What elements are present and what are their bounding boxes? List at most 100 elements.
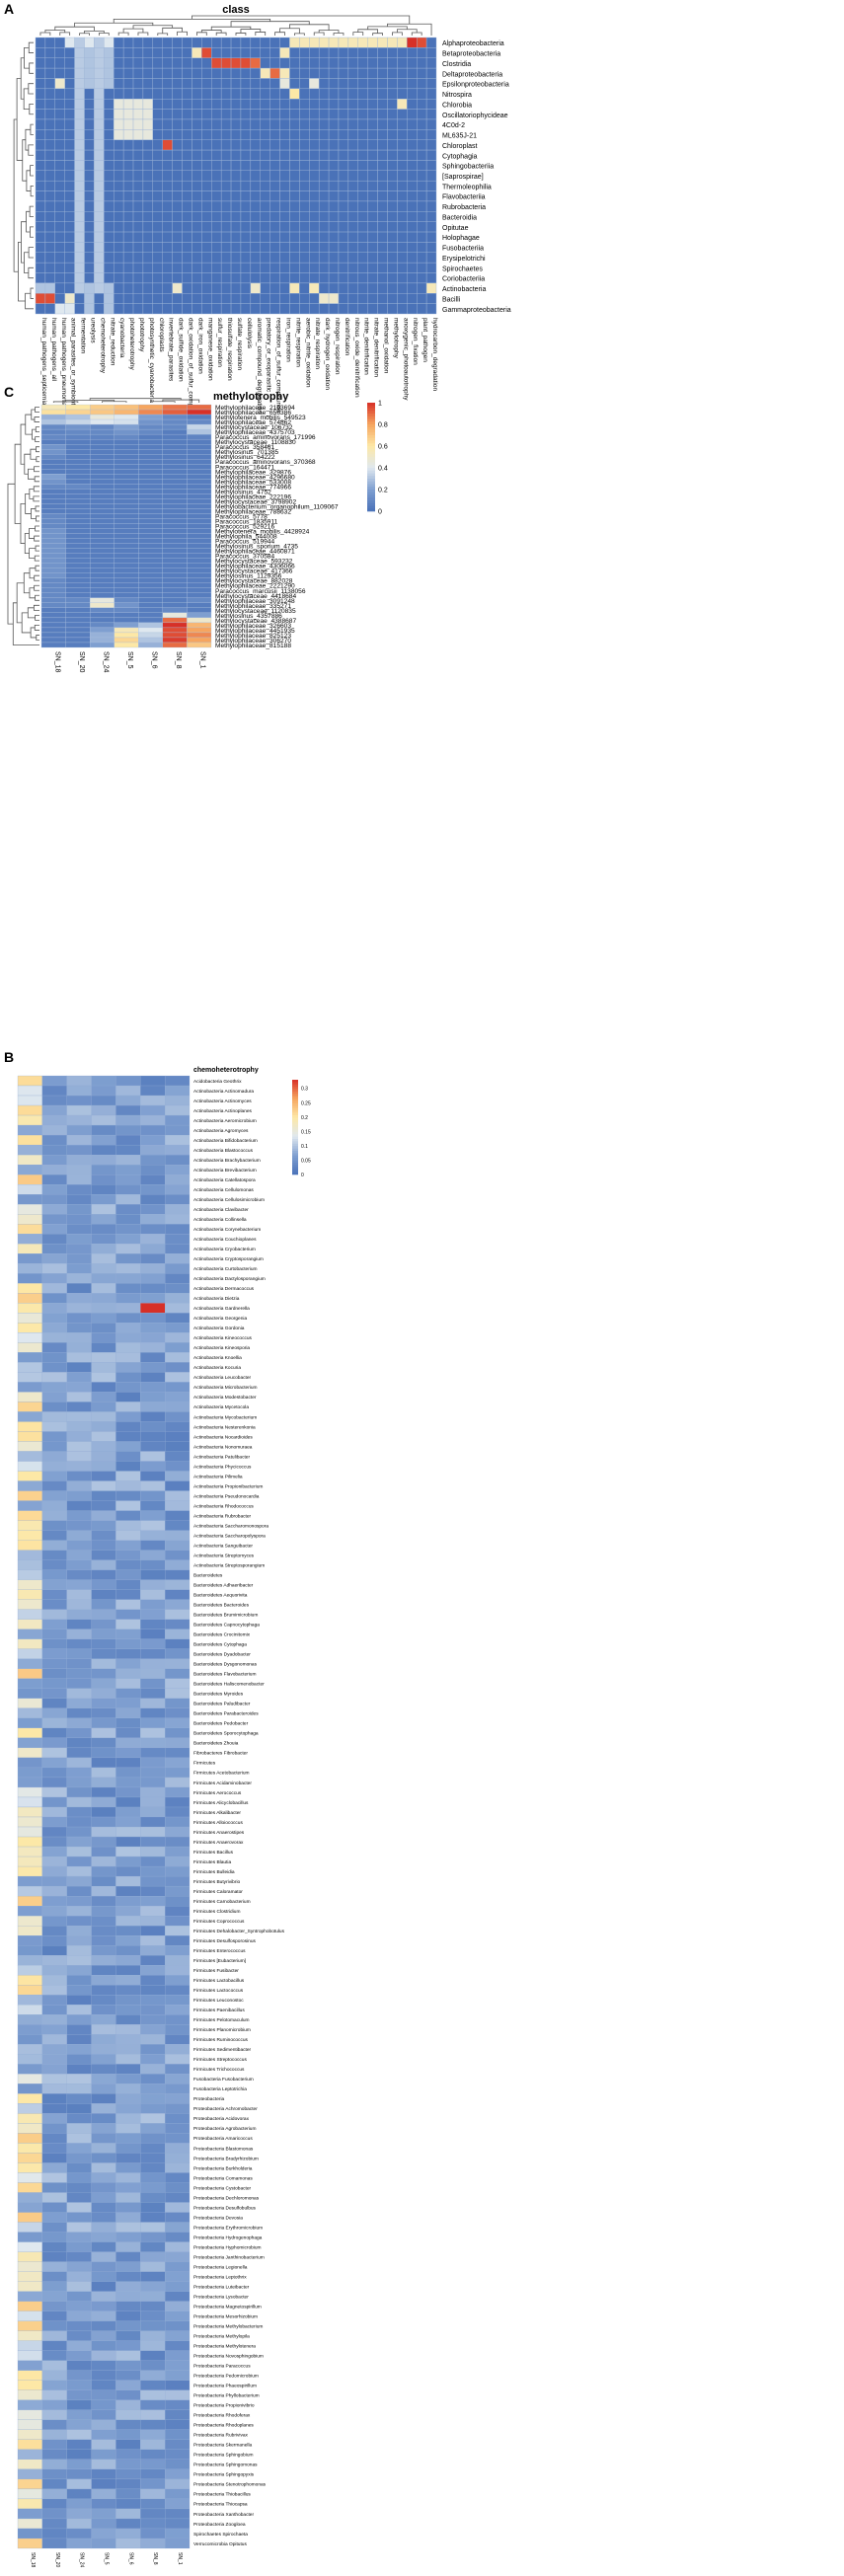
heatmap-cell	[89, 484, 115, 490]
heatmap-cell	[165, 2281, 191, 2292]
heatmap-cell	[115, 2192, 141, 2203]
heatmap-cell	[260, 78, 270, 90]
heatmap-cell	[35, 170, 46, 182]
heatmap-cell	[94, 160, 105, 172]
heatmap-cell	[140, 2123, 166, 2134]
heatmap-cell	[162, 99, 173, 110]
heatmap-cell	[66, 1461, 92, 1472]
heatmap-cell	[387, 139, 398, 151]
heatmap-cell	[407, 262, 418, 273]
row-label: Paracoccus_519944	[215, 539, 274, 546]
colorbar-tick-label: 0.1	[301, 1144, 308, 1150]
row-label: Paracoccus_529216	[215, 524, 274, 531]
row-label: Proteobacteria Hyphomicrobium	[193, 2244, 262, 2250]
dendrogram-branch	[102, 401, 127, 403]
dendrogram-branch	[13, 118, 19, 272]
heatmap-cell	[187, 414, 212, 420]
heatmap-cell	[182, 118, 192, 130]
heatmap-cell	[367, 129, 378, 140]
heatmap-cell	[41, 1717, 67, 1729]
heatmap-cell	[318, 231, 330, 243]
heatmap-cell	[182, 88, 192, 100]
heatmap-cell	[250, 262, 261, 273]
heatmap-cell	[89, 409, 115, 416]
heatmap-cell	[94, 170, 105, 182]
heatmap-cell	[140, 1392, 166, 1402]
heatmap-cell	[17, 1362, 42, 1373]
heatmap-cell	[377, 57, 388, 69]
heatmap-cell	[377, 190, 388, 202]
heatmap-cell	[250, 231, 261, 243]
heatmap-cell	[192, 221, 202, 233]
heatmap-cell	[115, 1510, 141, 1521]
heatmap-cell	[17, 1846, 42, 1857]
heatmap-cell	[140, 1816, 166, 1828]
heatmap-cell	[66, 2488, 92, 2500]
heatmap-cell	[142, 88, 154, 100]
column-label: respiration_of_sulfur_compounds	[275, 318, 282, 414]
heatmap-cell	[172, 200, 183, 212]
heatmap-cell	[17, 1480, 42, 1491]
heatmap-cell	[114, 149, 124, 161]
heatmap-cell	[41, 2528, 67, 2539]
heatmap-cell	[165, 2459, 191, 2470]
heatmap-cell	[115, 1520, 141, 1531]
heatmap-cell	[66, 2202, 92, 2213]
heatmap-cell	[41, 1402, 67, 1412]
heatmap-cell	[387, 88, 398, 100]
heatmap-cell	[347, 242, 358, 253]
heatmap-cell	[74, 303, 85, 315]
colorbar-segment	[292, 1100, 298, 1104]
heatmap-cell	[41, 1569, 67, 1580]
heatmap-cell	[289, 231, 300, 243]
column-label: fermentation	[80, 318, 87, 354]
heatmap-cell	[115, 1144, 141, 1156]
heatmap-cell	[318, 109, 330, 120]
heatmap-cell	[140, 1875, 166, 1887]
heatmap-cell	[115, 1253, 141, 1264]
colorbar-segment	[367, 435, 375, 439]
heatmap-cell	[220, 78, 232, 90]
heatmap-cell	[152, 47, 163, 58]
heatmap-cell	[94, 149, 105, 161]
heatmap-cell	[299, 149, 310, 161]
heatmap-cell	[66, 1382, 92, 1393]
heatmap-cell	[140, 2222, 166, 2233]
heatmap-cell	[338, 149, 349, 161]
heatmap-cell	[17, 2241, 42, 2252]
heatmap-cell	[162, 211, 173, 222]
heatmap-cell	[230, 200, 242, 212]
heatmap-cell	[309, 37, 320, 48]
heatmap-cell	[187, 533, 212, 539]
heatmap-cell	[162, 464, 188, 470]
dendrogram-branch	[34, 584, 39, 591]
colorbar-tick-label: 0.3	[301, 1087, 308, 1093]
heatmap-cell	[66, 1244, 92, 1254]
row-label: Methylocystaceae_882028	[215, 578, 293, 585]
heatmap-cell	[140, 1826, 166, 1838]
heatmap-cell	[140, 2350, 166, 2361]
heatmap-cell	[115, 2360, 141, 2371]
heatmap-cell	[66, 1648, 92, 1659]
heatmap-cell	[41, 2459, 67, 2470]
heatmap-cell	[367, 242, 378, 253]
heatmap-cell	[115, 2133, 141, 2144]
dendrogram-branch	[387, 23, 432, 36]
heatmap-cell	[17, 2044, 42, 2055]
heatmap-cell	[279, 211, 290, 222]
heatmap-cell	[41, 1214, 67, 1225]
heatmap-cell	[347, 99, 358, 110]
colorbar-segment	[367, 418, 375, 422]
heatmap-cell	[74, 149, 85, 161]
heatmap-cell	[41, 1796, 67, 1808]
heatmap-cell	[91, 1955, 116, 1966]
heatmap-cell	[74, 211, 85, 222]
heatmap-cell	[41, 2202, 67, 2213]
colorbar-segment	[292, 1153, 298, 1157]
heatmap-cell	[41, 1490, 67, 1501]
row-label: Proteobacteria Burkholderia	[193, 2165, 253, 2171]
row-label: Actinobacteria Dactylosporangium	[193, 1276, 266, 1282]
heatmap-cell	[269, 170, 280, 182]
heatmap-cell	[240, 47, 252, 58]
colorbar-tick-label: 0.4	[378, 466, 388, 473]
